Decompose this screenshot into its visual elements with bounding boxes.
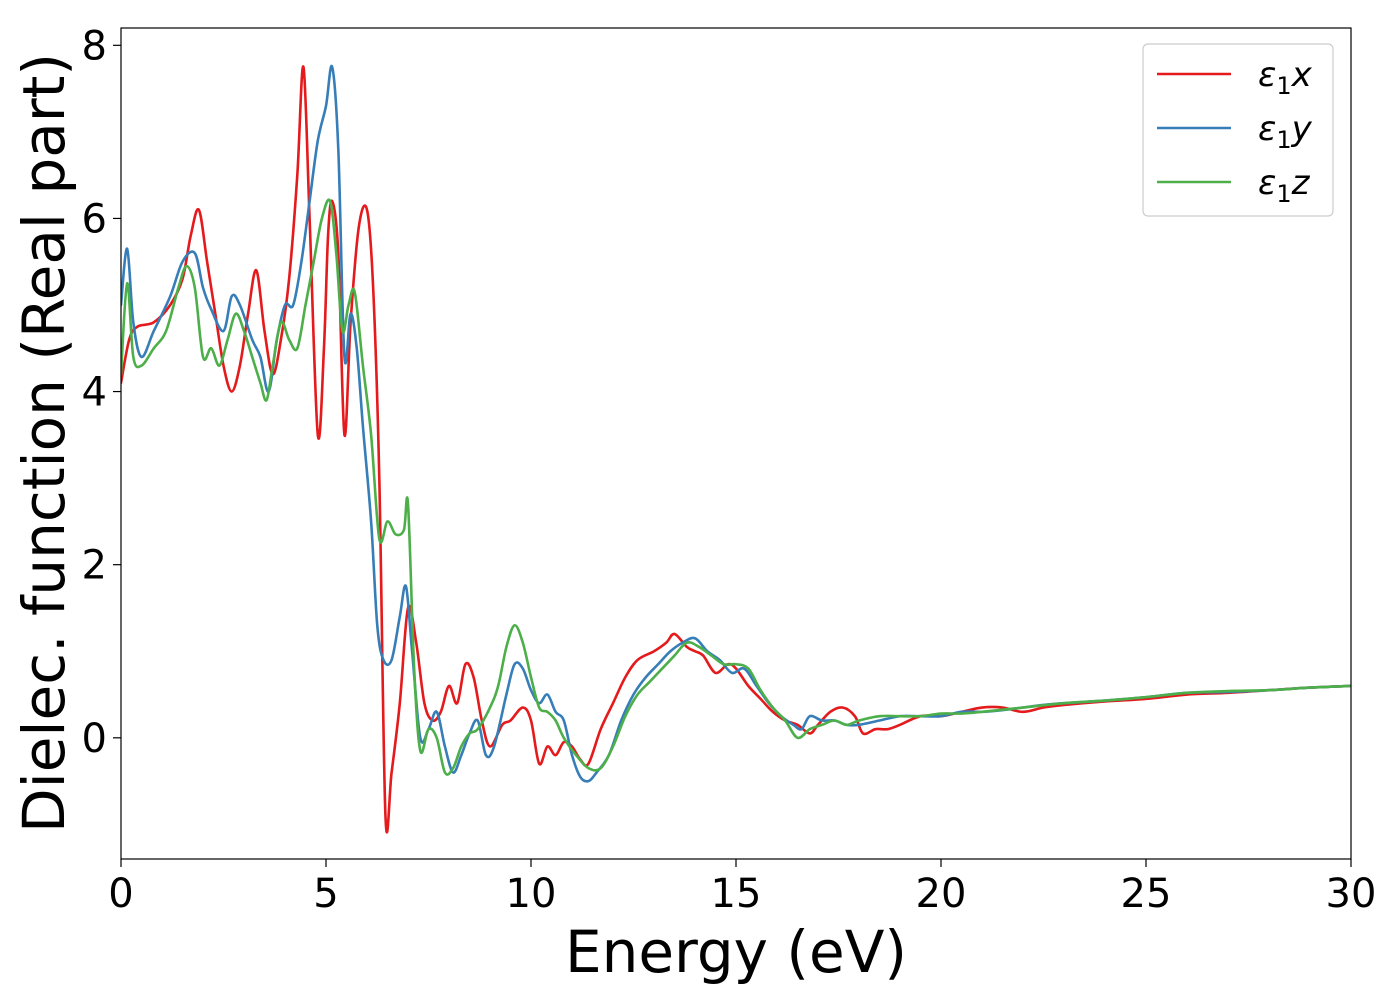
- ticks-layer: 0 5 10 15 20 25 30 0 2 4 6 8: [82, 23, 1377, 917]
- legend-box: [1142, 43, 1334, 217]
- x-tick-label: 0: [108, 871, 133, 917]
- x-tick-label: 5: [313, 871, 338, 917]
- x-tick-label: 20: [916, 871, 967, 917]
- y-axis-title: Dielec. function (Real part): [10, 53, 78, 833]
- legend-label-x: ε1x: [1258, 55, 1313, 100]
- x-axis-title: Energy (eV): [565, 918, 907, 986]
- y-tick-label: 6: [82, 196, 107, 242]
- x-tick-label: 25: [1121, 871, 1172, 917]
- legend-label-z: ε1z: [1258, 163, 1311, 208]
- x-tick-label: 30: [1326, 871, 1377, 917]
- series-line-z: [121, 198, 1351, 776]
- legend: ε1x ε1y ε1z: [1142, 43, 1334, 217]
- y-tick-label: 0: [82, 716, 107, 762]
- y-tick-label: 8: [82, 23, 107, 69]
- y-tick-label: 2: [82, 543, 107, 589]
- series-line-x: [121, 65, 1351, 834]
- series-layer: [121, 64, 1351, 834]
- x-tick-label: 15: [711, 871, 762, 917]
- y-tick-label: 4: [82, 370, 107, 416]
- x-tick-label: 10: [506, 871, 557, 917]
- legend-label-y: ε1y: [1258, 109, 1313, 154]
